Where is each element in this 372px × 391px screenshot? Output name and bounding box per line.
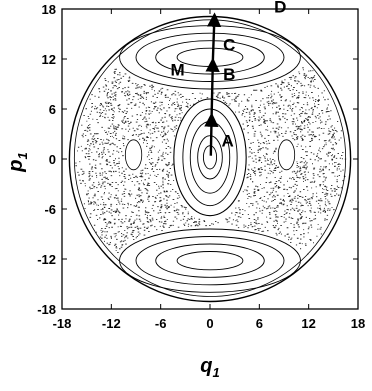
trajectory-arrow-segment [206, 12, 222, 60]
y-tick-label: 6 [49, 102, 56, 117]
y-tick-label: 12 [42, 52, 56, 67]
lower-island-loop [135, 236, 285, 286]
x-tick-label: 18 [351, 316, 365, 331]
annotation-a: A [222, 132, 234, 151]
trajectory-arrow-segment [204, 112, 219, 156]
x-tick-label: -6 [155, 316, 167, 331]
y-tick-label: -18 [37, 302, 56, 317]
regular-region-fill [173, 99, 247, 216]
x-axis-label-sub: 1 [212, 365, 219, 380]
annotation-b: B [223, 65, 235, 84]
y-tick-label: -6 [44, 202, 56, 217]
annotation-m: M [171, 61, 185, 80]
upper-island-loop [135, 32, 285, 82]
annotation-d: D [274, 0, 286, 16]
x-tick-label: 6 [256, 316, 263, 331]
trajectory-arrow [204, 12, 222, 156]
axis-ticks: -18 -12 -6 0 6 12 18 -18 -12 -6 0 6 12 18 [37, 2, 365, 331]
y-tick-label: 18 [42, 2, 56, 17]
x-tick-label: -12 [102, 316, 121, 331]
x-tick-label: -18 [53, 316, 72, 331]
x-axis-label-main: q [200, 355, 212, 377]
axis-labels: p1 q1 [5, 152, 220, 380]
regular-region-fill [119, 25, 301, 90]
chaotic-sea [75, 25, 347, 293]
left-side-island [124, 139, 143, 171]
annotations: A BC M D [171, 0, 287, 151]
central-island-loop [197, 135, 223, 180]
annotation-c: C [223, 36, 235, 55]
y-axis-label-main: p [5, 160, 27, 173]
x-axis-label: q1 [200, 355, 219, 380]
y-axis-label: p1 [5, 152, 30, 172]
y-tick-label: 0 [49, 152, 56, 167]
y-tick-label: -12 [37, 252, 56, 267]
central-island-loop [173, 98, 247, 217]
lower-island-loop [155, 243, 265, 278]
x-tick-label: 12 [301, 316, 315, 331]
right-side-island [277, 139, 296, 171]
x-tick-label: 0 [206, 316, 213, 331]
central-island-loop [182, 108, 238, 207]
upper-island-loop [155, 40, 265, 75]
y-axis-label-sub: 1 [15, 152, 30, 159]
lower-island-loop [119, 228, 301, 293]
trajectory-arrow-segment [205, 57, 220, 115]
regular-region-fill [119, 228, 301, 293]
lower-island-loop [176, 251, 244, 271]
